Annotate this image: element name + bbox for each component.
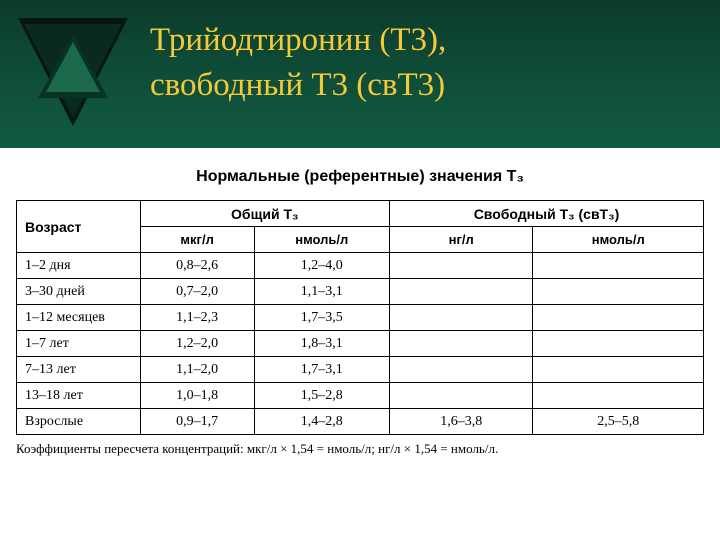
value-cell [533, 331, 704, 357]
value-cell: 1,7–3,1 [254, 357, 389, 383]
unit-header: мкг/л [140, 227, 254, 253]
value-cell: 1,1–2,3 [140, 305, 254, 331]
table-body: 1–2 дня 0,8–2,6 1,2–4,0 3–30 дней 0,7–2,… [17, 253, 704, 435]
conversion-footnote: Коэффициенты пересчета концентраций: мкг… [16, 441, 704, 457]
age-cell: Взрослые [17, 409, 141, 435]
value-cell [389, 357, 533, 383]
value-cell: 0,9–1,7 [140, 409, 254, 435]
value-cell [389, 305, 533, 331]
table-row: Взрослые 0,9–1,7 1,4–2,8 1,6–3,8 2,5–5,8 [17, 409, 704, 435]
value-cell: 1,4–2,8 [254, 409, 389, 435]
value-cell [533, 383, 704, 409]
value-cell [389, 331, 533, 357]
group-header-free: Свободный Т₃ (свТ₃) [389, 201, 703, 227]
value-cell: 1,7–3,5 [254, 305, 389, 331]
table-row: 1–2 дня 0,8–2,6 1,2–4,0 [17, 253, 704, 279]
value-cell: 1,2–2,0 [140, 331, 254, 357]
table-header-row-1: Возраст Общий Т₃ Свободный Т₃ (свТ₃) [17, 201, 704, 227]
table-row: 7–13 лет 1,1–2,0 1,7–3,1 [17, 357, 704, 383]
value-cell [533, 253, 704, 279]
age-cell: 13–18 лет [17, 383, 141, 409]
value-cell: 1,1–3,1 [254, 279, 389, 305]
value-cell: 0,7–2,0 [140, 279, 254, 305]
value-cell: 2,5–5,8 [533, 409, 704, 435]
slide-content: Нормальные (референтные) значения Т₃ Воз… [0, 148, 720, 457]
value-cell [533, 305, 704, 331]
unit-header: нмоль/л [254, 227, 389, 253]
age-cell: 1–7 лет [17, 331, 141, 357]
value-cell: 1,2–4,0 [254, 253, 389, 279]
table-caption: Нормальные (референтные) значения Т₃ [16, 168, 704, 186]
unit-header: нг/л [389, 227, 533, 253]
value-cell: 1,6–3,8 [389, 409, 533, 435]
group-header-total: Общий Т₃ [140, 201, 389, 227]
age-cell: 1–2 дня [17, 253, 141, 279]
value-cell [533, 357, 704, 383]
value-cell: 0,8–2,6 [140, 253, 254, 279]
value-cell: 1,1–2,0 [140, 357, 254, 383]
age-cell: 1–12 месяцев [17, 305, 141, 331]
value-cell [389, 253, 533, 279]
value-cell [389, 383, 533, 409]
table-row: 1–7 лет 1,2–2,0 1,8–3,1 [17, 331, 704, 357]
title-line-2: свободный Т3 (свТ3) [150, 67, 445, 103]
value-cell: 1,5–2,8 [254, 383, 389, 409]
age-header: Возраст [17, 201, 141, 253]
slide-title: Трийодтиронин (Т3), свободный Т3 (свТ3) [150, 18, 700, 107]
table-row: 3–30 дней 0,7–2,0 1,1–3,1 [17, 279, 704, 305]
table-row: 13–18 лет 1,0–1,8 1,5–2,8 [17, 383, 704, 409]
table-row: 1–12 месяцев 1,1–2,3 1,7–3,5 [17, 305, 704, 331]
value-cell [533, 279, 704, 305]
reference-values-table: Возраст Общий Т₃ Свободный Т₃ (свТ₃) мкг… [16, 200, 704, 435]
value-cell [389, 279, 533, 305]
unit-header: нмоль/л [533, 227, 704, 253]
age-cell: 3–30 дней [17, 279, 141, 305]
value-cell: 1,8–3,1 [254, 331, 389, 357]
value-cell: 1,0–1,8 [140, 383, 254, 409]
triangle-bullet-icon [8, 6, 138, 136]
title-line-1: Трийодтиронин (Т3), [150, 22, 446, 58]
slide-header: Трийодтиронин (Т3), свободный Т3 (свТ3) [0, 0, 720, 148]
age-cell: 7–13 лет [17, 357, 141, 383]
